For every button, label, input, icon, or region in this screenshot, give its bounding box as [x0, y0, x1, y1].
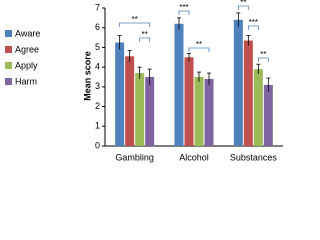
x-tick-label: Substances [230, 152, 278, 162]
legend-swatch [5, 62, 12, 69]
y-tick-label: 6 [95, 22, 100, 32]
significance-bracket [139, 37, 151, 42]
legend-label: Agree [15, 44, 39, 54]
legend-swatch [5, 78, 12, 85]
legend-swatch [5, 46, 12, 53]
y-tick-label: 7 [95, 2, 100, 12]
x-tick-label: Gambling [115, 152, 154, 162]
bar [184, 57, 194, 146]
legend-label: Apply [15, 60, 38, 70]
bar [204, 78, 214, 146]
significance-bracket [119, 22, 151, 27]
significance-label: ** [240, 0, 246, 7]
y-tick-label: 5 [95, 42, 100, 52]
significance-bracket [188, 47, 210, 52]
y-tick-label: 2 [95, 101, 100, 111]
significance-label: ** [196, 40, 202, 49]
legend-label: Aware [15, 28, 40, 38]
bar [194, 77, 204, 146]
y-tick-label: 3 [95, 81, 100, 91]
bar [145, 77, 155, 146]
significance-bracket [178, 10, 190, 15]
legend-swatch [5, 30, 12, 37]
bar [253, 69, 263, 146]
y-tick-label: 0 [95, 140, 100, 150]
bar [174, 23, 184, 146]
y-tick-label: 4 [95, 62, 100, 72]
x-tick-label: Alcohol [179, 152, 209, 162]
significance-label: ** [260, 50, 266, 59]
significance-bracket [247, 25, 259, 30]
bar [243, 40, 253, 146]
y-tick-label: 1 [95, 121, 100, 131]
y-axis-label: Mean score [82, 51, 92, 101]
chart: Mean score 0 1 2 3 4 5 6 7 Aware Agree Apply Harm Ga… [5, 0, 283, 162]
significance-label: *** [249, 18, 258, 27]
significance-label: *** [179, 3, 188, 12]
legend-label: Harm [15, 76, 37, 86]
significance-label: ** [132, 15, 138, 24]
significance-label: ** [142, 30, 148, 39]
significance-bracket [237, 5, 249, 10]
bar [115, 42, 125, 146]
bar [263, 84, 273, 146]
bar [233, 19, 243, 147]
page: Mean score 0 1 2 3 4 5 6 7 Aware Agree Apply Harm Ga… [5, 0, 283, 163]
bar [135, 73, 145, 146]
bar [125, 56, 135, 146]
significance-bracket [257, 57, 269, 62]
